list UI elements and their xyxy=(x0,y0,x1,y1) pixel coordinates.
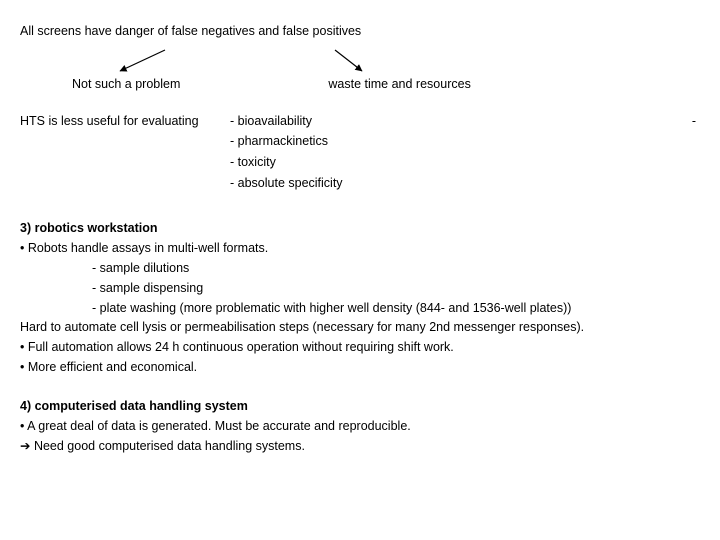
sub-bullet: - sample dispensing xyxy=(92,279,700,298)
arrow-left xyxy=(120,50,165,71)
arrows-diagram xyxy=(20,47,700,75)
hts-item: - bioavailability xyxy=(230,112,343,131)
bullet-arrow: ➔ Need good computerised data handling s… xyxy=(20,437,700,456)
section-data-handling: 4) computerised data handling system • A… xyxy=(20,397,700,456)
bullet: • A great deal of data is generated. Mus… xyxy=(20,417,700,436)
sub-bullet: - plate washing (more problematic with h… xyxy=(92,299,700,318)
bullet: • Full automation allows 24 h continuous… xyxy=(20,338,700,357)
hts-item: - pharmackinetics xyxy=(230,132,343,151)
section-robotics: 3) robotics workstation • Robots handle … xyxy=(20,219,700,377)
section-title: 3) robotics workstation xyxy=(20,219,700,238)
bullet: Hard to automate cell lysis or permeabil… xyxy=(20,318,700,337)
bullet: • Robots handle assays in multi-well for… xyxy=(20,239,700,258)
branches-row: Not such a problem waste time and resour… xyxy=(20,75,700,94)
hts-label: HTS is less useful for evaluating xyxy=(20,112,230,131)
trailing-dash: - xyxy=(692,112,696,131)
hts-row: HTS is less useful for evaluating - bioa… xyxy=(20,112,700,195)
top-statement: All screens have danger of false negativ… xyxy=(20,22,700,41)
section-title: 4) computerised data handling system xyxy=(20,397,700,416)
sub-bullet: - sample dilutions xyxy=(92,259,700,278)
bullet: • More efficient and economical. xyxy=(20,358,700,377)
branch-false-positives: waste time and resources xyxy=(328,75,470,94)
hts-list: - bioavailability - pharmackinetics - to… xyxy=(230,112,343,195)
hts-item: - absolute specificity xyxy=(230,174,343,193)
arrow-right xyxy=(335,50,362,71)
hts-item: - toxicity xyxy=(230,153,343,172)
branch-false-negatives: Not such a problem xyxy=(72,75,180,94)
